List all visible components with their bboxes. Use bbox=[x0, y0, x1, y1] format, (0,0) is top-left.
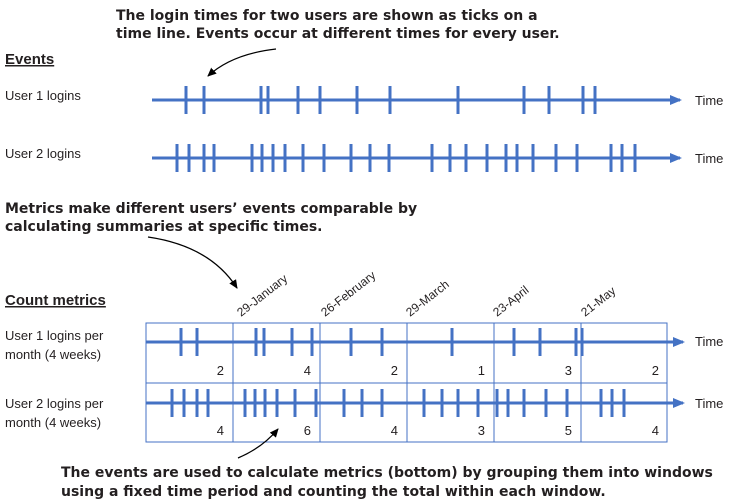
count-user2-label-line2: month (4 weeks) bbox=[5, 415, 101, 430]
events-user2-label: User 2 logins bbox=[5, 146, 81, 161]
events-user2-time-label: Time bbox=[695, 151, 723, 166]
date-label-4: 23-April bbox=[490, 283, 531, 319]
user2-count-window-5: 5 bbox=[565, 423, 572, 438]
user2-count-window-3: 4 bbox=[391, 423, 398, 438]
user1-count-window-2: 4 bbox=[304, 363, 311, 378]
date-label-5: 21-May bbox=[578, 284, 618, 320]
count-user2-label-line1: User 2 logins per bbox=[5, 396, 104, 411]
user2-count-window-2: 6 bbox=[304, 423, 311, 438]
count-user2-time-label: Time bbox=[695, 396, 723, 411]
count-user1-time-label: Time bbox=[695, 334, 723, 349]
annotation-bottom-line1: The events are used to calculate metrics… bbox=[61, 465, 713, 481]
user1-count-window-6: 2 bbox=[652, 363, 659, 378]
count-user1-ticks bbox=[179, 328, 584, 356]
annotation-mid-line1: Metrics make different users’ events com… bbox=[5, 201, 417, 217]
events-section-title: Events bbox=[5, 51, 54, 68]
user1-count-window-3: 2 bbox=[391, 363, 398, 378]
annotation-mid-line2: calculating summaries at specific times. bbox=[5, 219, 322, 235]
date-label-1: 29-January bbox=[234, 271, 290, 319]
annotation-top-line1: The login times for two users are shown … bbox=[116, 8, 538, 24]
annotation-bottom-arrow bbox=[237, 428, 279, 459]
annotation-top-line2: time line. Events occur at different tim… bbox=[116, 26, 560, 42]
date-label-3: 29-March bbox=[403, 277, 452, 319]
user1-count-window-5: 3 bbox=[565, 363, 572, 378]
count-user1-label-line1: User 1 logins per bbox=[5, 328, 104, 343]
annotation-bottom-line2: using a fixed time period and counting t… bbox=[61, 484, 606, 500]
user2-window-counts: 4 6 4 3 5 4 bbox=[217, 423, 659, 438]
annotation-top-arrow bbox=[207, 48, 277, 77]
count-section-title: Count metrics bbox=[5, 292, 106, 309]
user2-count-window-4: 3 bbox=[478, 423, 485, 438]
user2-count-window-6: 4 bbox=[652, 423, 659, 438]
date-label-2: 26-February bbox=[318, 268, 378, 319]
user2-count-window-1: 4 bbox=[217, 423, 224, 438]
events-user1-ticks bbox=[184, 86, 597, 114]
count-user1-label-line2: month (4 weeks) bbox=[5, 347, 101, 362]
user1-window-counts: 2 4 2 1 3 2 bbox=[217, 363, 659, 378]
user1-count-window-1: 2 bbox=[217, 363, 224, 378]
events-user1-time-label: Time bbox=[695, 93, 723, 108]
events-user2-ticks bbox=[175, 144, 637, 172]
annotation-mid-arrow bbox=[147, 236, 238, 289]
count-user2-ticks bbox=[170, 389, 626, 417]
user1-count-window-4: 1 bbox=[478, 363, 485, 378]
events-user1-label: User 1 logins bbox=[5, 88, 81, 103]
